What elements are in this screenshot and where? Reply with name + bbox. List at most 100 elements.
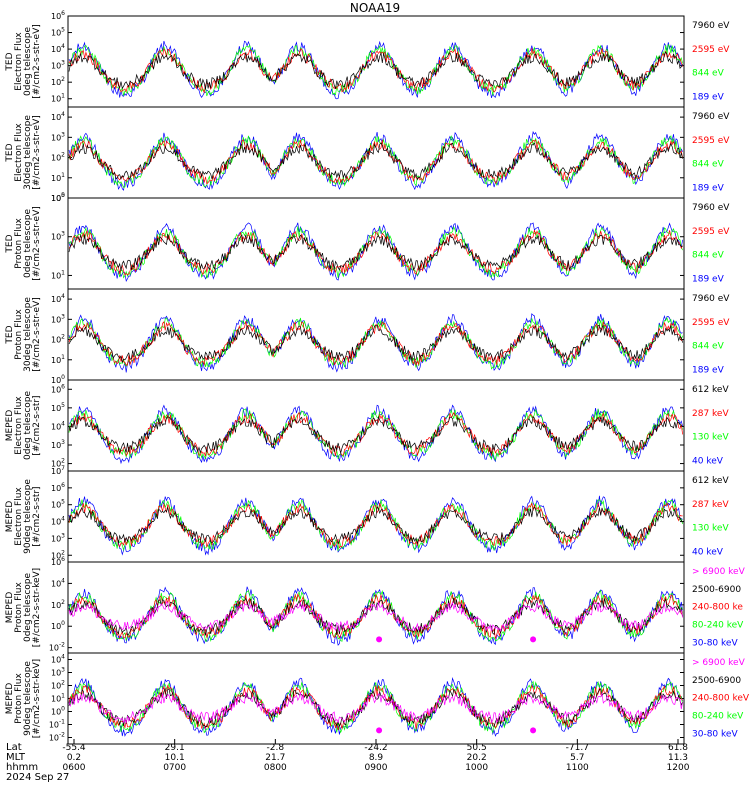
legend-entry: 2595 eV bbox=[692, 227, 730, 237]
trace-black bbox=[68, 142, 683, 181]
y-axis-label-line: [#/cm2-s-str] bbox=[32, 486, 42, 546]
y-tick-label: 103 bbox=[51, 532, 65, 543]
footer-mlt-value: 11.3 bbox=[668, 753, 688, 763]
legend-entry: 80-240 keV bbox=[692, 620, 744, 630]
trace-blue bbox=[68, 40, 683, 100]
footer-row-lat: Lat bbox=[6, 742, 22, 753]
panels: 101 102 103 104 105 106 TED Electron Flux 0deg t… bbox=[5, 10, 750, 745]
y-tick-label: 10-2 bbox=[49, 642, 65, 653]
footer-mlt-value: 10.1 bbox=[165, 753, 185, 763]
legend-entry: 844 eV bbox=[692, 160, 725, 170]
trace-magenta-marker bbox=[376, 727, 383, 734]
trace-magenta-marker bbox=[376, 636, 383, 643]
legend-entry: > 6900 keV bbox=[692, 567, 746, 577]
legend-entry: 130 keV bbox=[692, 433, 729, 443]
legend-entry: 240-800 keV bbox=[692, 694, 750, 704]
footer-mlt-value: 20.2 bbox=[467, 753, 487, 763]
panel-6: 102 103 104 105 106 107 MEPED Electron Flux 90de… bbox=[5, 465, 729, 563]
legend-entry: 2595 eV bbox=[692, 318, 730, 328]
trace-green bbox=[68, 589, 683, 642]
y-axis-label-line: 30deg telescope bbox=[23, 297, 33, 372]
legend-entry: 189 eV bbox=[692, 183, 725, 193]
y-axis-label-line: 0deg telescope bbox=[23, 573, 33, 643]
y-axis-label-line: 0deg telescope bbox=[23, 27, 33, 97]
legend-entry: 612 keV bbox=[692, 385, 729, 395]
legend-entry: 30-80 keV bbox=[692, 638, 738, 648]
panel-frame bbox=[67, 106, 685, 199]
y-tick-label: 100 bbox=[51, 706, 65, 717]
legend-entry: 2595 eV bbox=[692, 136, 730, 146]
legend-entry: 844 eV bbox=[692, 342, 725, 352]
trace-black bbox=[68, 597, 683, 636]
footer-hhmm-value: 0900 bbox=[365, 763, 388, 773]
y-axis-label-line: [#/cm2-s-str-eV] bbox=[32, 115, 42, 190]
y-axis-label-line: [#/cm2-s-str-eV] bbox=[32, 206, 42, 281]
y-tick-label: 101 bbox=[51, 93, 65, 104]
y-tick-label: 101 bbox=[51, 693, 65, 704]
legend-entry: 2500-6900 bbox=[692, 585, 741, 595]
y-axis-label-line: [#/cm2-s-str-eV] bbox=[32, 297, 42, 372]
y-axis-label-line: 0deg telescope bbox=[23, 209, 33, 279]
y-axis-label-line: [#/cm2-s-str] bbox=[32, 395, 42, 455]
legend-entry: 7960 eV bbox=[692, 112, 730, 122]
chart-title: NOAA19 bbox=[350, 1, 400, 15]
legend-entry: 240-800 ke bbox=[692, 603, 743, 613]
y-axis-label-line: [#/cm2-s-str-keV] bbox=[32, 568, 42, 647]
y-tick-label: 10-2 bbox=[49, 732, 65, 743]
panel-8: 10-2 10-1 100 101 102 103 104 MEPED Proton Flux 9… bbox=[5, 652, 750, 745]
trace-magenta-marker bbox=[530, 727, 537, 734]
trace-red bbox=[68, 139, 683, 185]
y-tick-label: 106 bbox=[51, 482, 65, 493]
y-axis-label-line: Electron Flux bbox=[14, 487, 24, 546]
y-tick-label: 105 bbox=[51, 499, 65, 510]
y-tick-label: 104 bbox=[51, 43, 65, 54]
y-axis-label-line: TED bbox=[5, 325, 15, 344]
legend-entry: 30-80 keV bbox=[692, 729, 738, 739]
footer-mlt-value: 8.9 bbox=[369, 753, 384, 763]
trace-green bbox=[68, 408, 683, 462]
footer-hhmm-value: 1200 bbox=[667, 763, 690, 773]
y-tick-label: 100 bbox=[51, 192, 65, 203]
y-tick-label: 102 bbox=[51, 599, 65, 610]
legend-entry: 130 keV bbox=[692, 524, 729, 534]
footer-labels: Lat MLT hhmm 2024 Sep 27 bbox=[6, 742, 69, 783]
footer-lat-value: -71.7 bbox=[566, 743, 589, 753]
trace-magenta bbox=[68, 601, 683, 632]
y-tick-label: 100 bbox=[51, 620, 65, 631]
trace-black bbox=[68, 51, 683, 90]
legend-entry: 2595 eV bbox=[692, 45, 730, 55]
y-tick-label: 102 bbox=[51, 458, 65, 469]
flux-traces bbox=[68, 404, 683, 465]
legend-entry: 612 keV bbox=[692, 476, 729, 486]
y-tick-label: 103 bbox=[51, 60, 65, 71]
y-tick-label: 101 bbox=[51, 354, 65, 365]
footer-mlt-value: 5.7 bbox=[570, 753, 584, 763]
y-tick-label: 104 bbox=[51, 420, 65, 431]
trace-magenta bbox=[68, 692, 683, 724]
trace-blue bbox=[68, 313, 683, 373]
y-tick-label: 102 bbox=[51, 680, 65, 691]
flux-traces bbox=[68, 130, 683, 191]
y-tick-label: 106 bbox=[51, 556, 65, 567]
legend-entry: 844 eV bbox=[692, 69, 725, 79]
panel-4: 100 101 102 103 104 TED Proton Flux 30deg teles… bbox=[5, 288, 730, 385]
panel-1: 101 102 103 104 105 106 TED Electron Flux 0deg t… bbox=[5, 10, 730, 108]
legend-entry: 844 eV bbox=[692, 251, 725, 261]
y-axis-label-line: 0deg telescope bbox=[23, 391, 33, 461]
y-axis-label-line: 90deg telescope bbox=[23, 661, 33, 736]
legend-entry: 7960 eV bbox=[692, 294, 730, 304]
y-tick-label: 104 bbox=[51, 293, 65, 304]
y-tick-label: 105 bbox=[51, 27, 65, 38]
trace-red bbox=[68, 47, 683, 94]
legend-entry: 189 eV bbox=[692, 365, 725, 375]
footer-row-hhmm: hhmm bbox=[6, 762, 38, 773]
y-axis-label-line: MEPED bbox=[5, 501, 15, 533]
legend-entry: 189 eV bbox=[692, 92, 725, 102]
panel-2: 100 101 102 103 104 TED Electron Flux 30deg tel… bbox=[5, 106, 730, 203]
y-tick-label: 102 bbox=[51, 334, 65, 345]
y-tick-label: 104 bbox=[51, 516, 65, 527]
trace-green bbox=[68, 134, 683, 188]
y-tick-label: 106 bbox=[51, 10, 65, 21]
y-axis-label-line: Proton Flux bbox=[14, 218, 24, 269]
